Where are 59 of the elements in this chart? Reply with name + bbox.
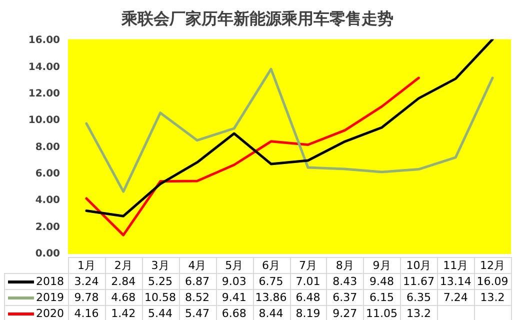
data-label: 8.43 [332, 274, 358, 288]
data-label: 6.68 [222, 306, 246, 320]
data-label: 13.2 [480, 290, 505, 304]
data-label: 5.44 [148, 306, 173, 320]
x-tick-label: 5月 [225, 258, 244, 272]
data-label: 7.01 [296, 274, 320, 288]
x-tick-label: 9月 [372, 258, 391, 272]
data-label: 6.75 [258, 274, 284, 288]
data-label: 13.2 [406, 306, 431, 320]
data-label: 9.48 [370, 274, 394, 288]
data-label: 11.67 [402, 274, 434, 288]
data-label: 6.37 [332, 290, 358, 304]
data-label: 10.58 [144, 290, 176, 304]
y-tick-label: 8.00 [35, 142, 60, 153]
chart-title: 乘联会厂家历年新能源乘用车零售走势 [120, 8, 394, 28]
data-label: 8.52 [184, 290, 210, 304]
x-tick-label: 1月 [77, 258, 96, 272]
x-tick-label: 8月 [336, 258, 354, 272]
y-tick-label: 16.00 [28, 35, 60, 46]
data-label: 2.84 [111, 274, 136, 288]
data-label: 6.35 [406, 290, 431, 304]
data-label: 9.41 [222, 290, 246, 304]
data-label: 9.78 [74, 290, 99, 304]
data-label: 6.48 [296, 290, 320, 304]
data-label: 6.87 [184, 274, 210, 288]
legend-label: 2018 [36, 274, 64, 288]
x-tick-label: 4月 [188, 258, 206, 272]
legend-label: 2019 [36, 290, 64, 304]
data-label: 13.86 [255, 290, 287, 304]
x-tick-label: 6月 [262, 258, 280, 272]
data-label: 4.68 [111, 290, 136, 304]
data-label: 9.03 [222, 274, 246, 288]
data-label: 8.44 [258, 306, 284, 320]
y-tick-label: 0.00 [35, 248, 60, 260]
data-label: 8.19 [296, 306, 320, 320]
data-label: 5.25 [148, 274, 173, 288]
data-label: 13.14 [440, 274, 472, 288]
data-label: 1.42 [111, 306, 136, 320]
x-tick-label: 11月 [443, 258, 468, 272]
y-tick-label: 2.00 [35, 222, 60, 233]
y-tick-label: 14.00 [28, 62, 60, 73]
x-tick-label: 10月 [406, 258, 432, 272]
data-label: 11.05 [366, 306, 398, 320]
data-label: 9.27 [332, 306, 358, 320]
data-label: 4.16 [74, 306, 99, 320]
data-label: 7.24 [443, 290, 468, 304]
x-tick-label: 12月 [480, 258, 506, 272]
y-tick-label: 4.00 [35, 195, 60, 206]
y-tick-label: 12.00 [28, 88, 60, 100]
data-label: 6.15 [370, 290, 394, 304]
legend-label: 2020 [36, 306, 64, 320]
data-label: 16.09 [476, 274, 508, 288]
x-tick-label: 7月 [298, 258, 317, 272]
y-tick-label: 6.00 [35, 168, 60, 180]
data-label: 5.47 [184, 306, 210, 320]
x-tick-label: 3月 [151, 258, 170, 272]
x-tick-label: 2月 [114, 258, 132, 272]
data-label: 3.24 [74, 274, 99, 288]
y-tick-label: 10.00 [28, 115, 60, 126]
